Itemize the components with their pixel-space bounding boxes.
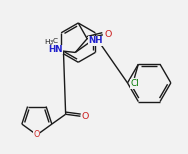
Text: $_3$C: $_3$C [49,36,60,47]
Text: H: H [44,39,49,45]
Text: NH: NH [89,36,103,45]
Text: O: O [82,112,89,121]
Text: Cl: Cl [130,79,139,88]
Text: O: O [34,130,40,139]
Text: O: O [104,30,111,39]
Text: HN: HN [48,45,63,54]
